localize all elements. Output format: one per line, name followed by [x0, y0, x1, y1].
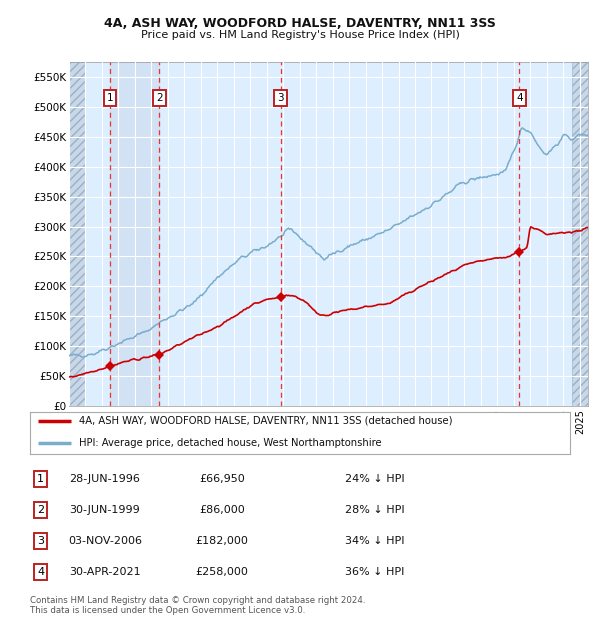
Text: 03-NOV-2006: 03-NOV-2006 [68, 536, 142, 546]
Text: HPI: Average price, detached house, West Northamptonshire: HPI: Average price, detached house, West… [79, 438, 381, 448]
Text: £66,950: £66,950 [199, 474, 245, 484]
Text: 4A, ASH WAY, WOODFORD HALSE, DAVENTRY, NN11 3SS: 4A, ASH WAY, WOODFORD HALSE, DAVENTRY, N… [104, 17, 496, 30]
Bar [110, 62, 160, 406]
Text: 2: 2 [37, 505, 44, 515]
Text: 2: 2 [156, 93, 163, 103]
Text: Contains HM Land Registry data © Crown copyright and database right 2024.
This d: Contains HM Land Registry data © Crown c… [30, 596, 365, 615]
Text: 28% ↓ HPI: 28% ↓ HPI [345, 505, 404, 515]
Text: £86,000: £86,000 [199, 505, 245, 515]
Text: 4: 4 [516, 93, 523, 103]
Text: Price paid vs. HM Land Registry's House Price Index (HPI): Price paid vs. HM Land Registry's House … [140, 30, 460, 40]
Text: 28-JUN-1996: 28-JUN-1996 [70, 474, 140, 484]
Text: 3: 3 [277, 93, 284, 103]
Text: 30-JUN-1999: 30-JUN-1999 [70, 505, 140, 515]
Text: £182,000: £182,000 [196, 536, 248, 546]
Text: 34% ↓ HPI: 34% ↓ HPI [345, 536, 404, 546]
Text: £258,000: £258,000 [196, 567, 248, 577]
Text: 24% ↓ HPI: 24% ↓ HPI [345, 474, 404, 484]
Text: 4A, ASH WAY, WOODFORD HALSE, DAVENTRY, NN11 3SS (detached house): 4A, ASH WAY, WOODFORD HALSE, DAVENTRY, N… [79, 416, 452, 426]
Text: 36% ↓ HPI: 36% ↓ HPI [345, 567, 404, 577]
Text: 1: 1 [107, 93, 113, 103]
Text: 4: 4 [37, 567, 44, 577]
Text: 30-APR-2021: 30-APR-2021 [69, 567, 141, 577]
Text: 3: 3 [37, 536, 44, 546]
Text: 1: 1 [37, 474, 44, 484]
